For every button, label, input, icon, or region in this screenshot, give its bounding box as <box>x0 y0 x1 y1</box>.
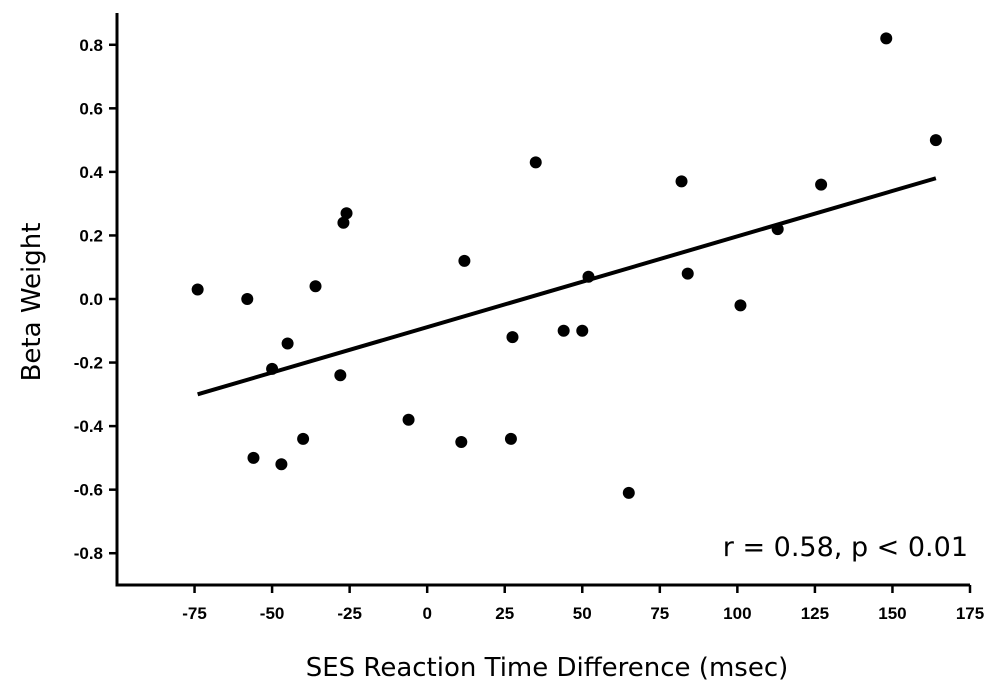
data-point <box>529 156 542 169</box>
data-point <box>309 280 322 293</box>
data-point <box>402 413 415 426</box>
x-tick-label: 50 <box>573 604 592 623</box>
data-point <box>241 293 254 305</box>
correlation-annotation: r = 0.58, p < 0.01 <box>723 532 968 563</box>
y-axis-title: Beta Weight <box>17 223 47 382</box>
data-points <box>191 32 942 499</box>
data-point <box>880 32 893 45</box>
data-point <box>191 283 204 296</box>
y-tick-label: 0.8 <box>79 36 103 55</box>
data-point <box>504 432 517 445</box>
y-tick-label: 0.4 <box>79 163 103 182</box>
data-point <box>297 432 310 445</box>
x-axis-ticks: -75 -50 -25 0 25 50 75 100 125 150 175 <box>182 585 984 623</box>
x-tick-label: 125 <box>801 604 829 623</box>
data-point <box>675 175 688 188</box>
data-point <box>506 331 519 344</box>
data-point <box>557 324 570 337</box>
data-point <box>334 369 347 382</box>
data-point <box>281 337 294 350</box>
data-point <box>455 436 468 448</box>
y-tick-label: -0.8 <box>74 544 103 563</box>
x-axis-title: SES Reaction Time Difference (msec) <box>306 653 789 683</box>
data-point <box>247 451 260 464</box>
trend-line <box>197 176 937 397</box>
data-point <box>337 216 350 229</box>
x-tick-label: 100 <box>723 604 751 623</box>
x-tick-label: 25 <box>495 604 514 623</box>
x-tick-label: 0 <box>422 604 431 623</box>
y-tick-label: 0.0 <box>79 290 103 309</box>
data-point <box>929 134 942 147</box>
data-point <box>622 486 635 499</box>
data-point <box>815 178 828 191</box>
x-tick-label: -25 <box>337 604 362 623</box>
y-tick-label: -0.4 <box>74 417 104 436</box>
x-tick-label: -50 <box>260 604 285 623</box>
data-point <box>340 207 353 220</box>
data-point <box>275 458 288 471</box>
y-tick-label: 0.2 <box>79 226 103 245</box>
x-tick-label: 150 <box>878 604 906 623</box>
y-axis-ticks: -0.8 -0.6 -0.4 -0.2 0.0 0.2 0.4 0.6 0.8 <box>74 36 117 563</box>
data-point <box>576 324 589 337</box>
x-tick-label: 75 <box>650 604 669 623</box>
data-point <box>734 299 747 312</box>
y-tick-label: -0.2 <box>74 354 103 373</box>
x-tick-label: -75 <box>182 604 207 623</box>
y-tick-label: -0.6 <box>74 481 103 500</box>
y-tick-label: 0.6 <box>79 99 103 118</box>
x-tick-label: 175 <box>956 604 984 623</box>
data-point <box>681 267 694 280</box>
data-point <box>458 254 471 267</box>
